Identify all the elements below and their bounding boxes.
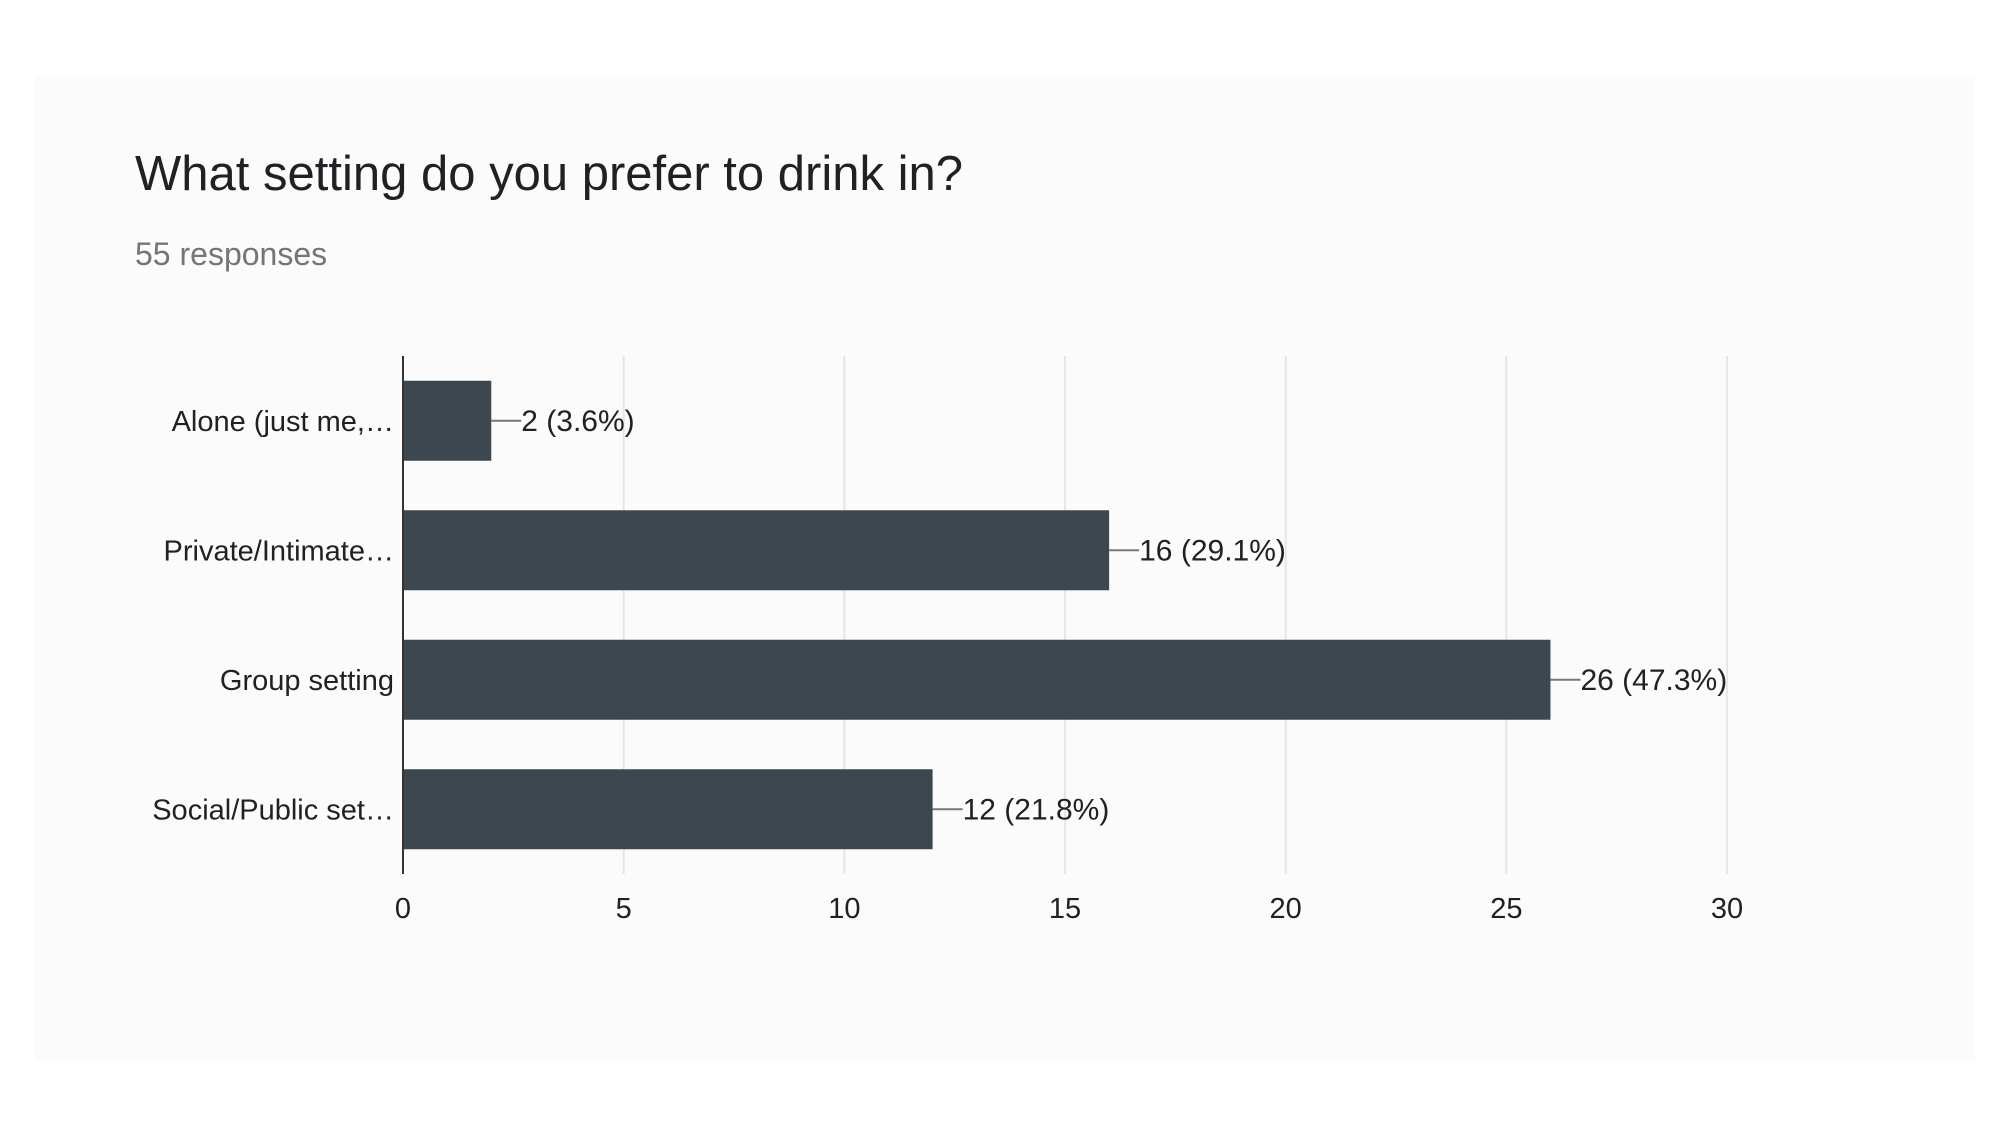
data-label-2: 16 (29.1%) [1139, 534, 1286, 567]
data-label-3: 26 (47.3%) [1580, 664, 1727, 697]
bars [404, 380, 1551, 850]
x-tick-label-5: 5 [616, 893, 632, 925]
labels: 0 5 10 15 20 25 30 Alone (just me,… 2 (3.6%) Priv… [152, 405, 1743, 925]
category-label-3: Group setting [220, 665, 394, 697]
chart-title: What setting do you prefer to drink in? [135, 147, 963, 201]
x-tick-label-20: 20 [1270, 893, 1302, 925]
data-label-1: 2 (3.6%) [521, 405, 634, 438]
bar-1 [404, 380, 492, 461]
bar-4 [404, 769, 933, 850]
response-count: 55 responses [135, 236, 328, 272]
x-tick-label-0: 0 [395, 893, 411, 925]
data-label-4: 12 (21.8%) [963, 793, 1110, 826]
x-tick-label-25: 25 [1490, 893, 1522, 925]
x-tick-label-30: 30 [1711, 893, 1743, 925]
category-label-2: Private/Intimate… [164, 535, 394, 567]
category-label-1: Alone (just me,… [172, 406, 394, 438]
x-tick-label-10: 10 [828, 893, 860, 925]
x-tick-label-15: 15 [1049, 893, 1081, 925]
category-label-4: Social/Public set… [152, 794, 394, 826]
bar-2 [404, 510, 1110, 591]
bar-3 [404, 639, 1551, 720]
